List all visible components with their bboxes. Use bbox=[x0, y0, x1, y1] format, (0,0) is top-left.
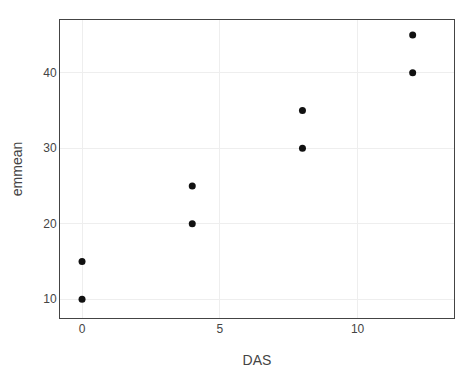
svg-text:DAS: DAS bbox=[243, 352, 272, 368]
svg-text:20: 20 bbox=[43, 217, 57, 231]
svg-text:emmean: emmean bbox=[9, 142, 25, 196]
svg-text:10: 10 bbox=[43, 292, 57, 306]
svg-text:5: 5 bbox=[216, 322, 223, 336]
svg-text:40: 40 bbox=[43, 66, 57, 80]
svg-text:0: 0 bbox=[79, 322, 86, 336]
svg-text:30: 30 bbox=[43, 141, 57, 155]
svg-text:10: 10 bbox=[351, 322, 365, 336]
